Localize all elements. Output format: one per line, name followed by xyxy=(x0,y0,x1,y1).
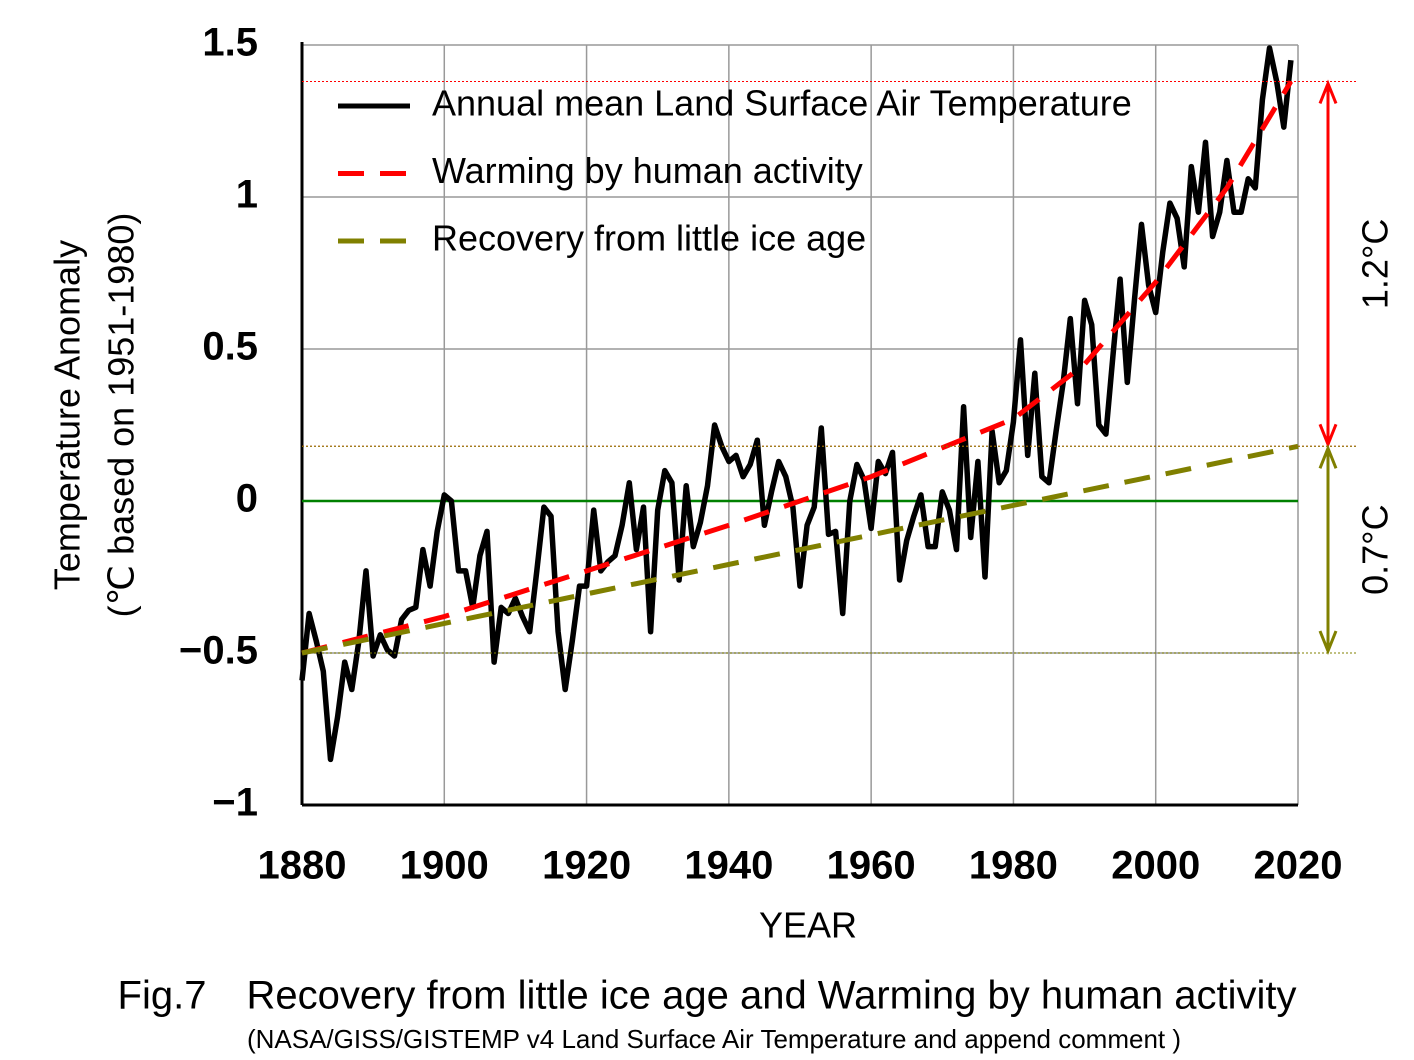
y-tick-label: 0.5 xyxy=(202,325,258,369)
annotation-label: 0.7°C xyxy=(1355,504,1396,594)
x-tick-label: 2000 xyxy=(1111,844,1200,888)
y-tick-label: 1 xyxy=(236,173,258,217)
x-tick-label: 1940 xyxy=(684,844,773,888)
annotation-label: 1.2°C xyxy=(1355,219,1396,309)
x-tick-label: 1920 xyxy=(542,844,631,888)
annotation: 0.7°C xyxy=(1355,504,1396,594)
arrow-head xyxy=(1318,630,1338,656)
y-tick-label: −0.5 xyxy=(179,629,258,673)
x-tick-label: 1980 xyxy=(969,844,1058,888)
y-axis-label-line: (℃ based on 1951-1980) xyxy=(101,213,142,618)
x-axis-label: YEAR xyxy=(759,905,857,946)
caption: Fig.7 Recovery from little ice age and W… xyxy=(118,974,1297,1018)
series-line xyxy=(299,45,1294,763)
arrow-head xyxy=(1318,79,1338,105)
y-tick-label: 0 xyxy=(236,477,258,521)
y-axis-label: Temperature Anomaly (℃ based on 1951-198… xyxy=(47,213,142,618)
series-line xyxy=(301,80,1294,656)
y-axis-label-line: Temperature Anomaly xyxy=(47,240,88,590)
arrow-head xyxy=(1318,444,1338,469)
legend-label: Warming by human activity xyxy=(432,150,863,191)
x-tick-label: 1960 xyxy=(827,844,916,888)
annotation: 1.2°C xyxy=(1355,219,1396,309)
x-tick-label: 2020 xyxy=(1254,844,1343,888)
legend-label: Annual mean Land Surface Air Temperature xyxy=(432,83,1132,124)
x-tick-label: 1900 xyxy=(400,844,489,888)
y-tick-label: −1 xyxy=(212,781,258,825)
y-tick-label: 1.5 xyxy=(202,21,258,65)
legend-label: Recovery from little ice age xyxy=(432,218,866,259)
source: (NASA/GISS/GISTEMP v4 Land Surface Air T… xyxy=(247,1024,1181,1054)
x-tick-label: 1880 xyxy=(258,844,347,888)
series-line xyxy=(301,443,1299,656)
